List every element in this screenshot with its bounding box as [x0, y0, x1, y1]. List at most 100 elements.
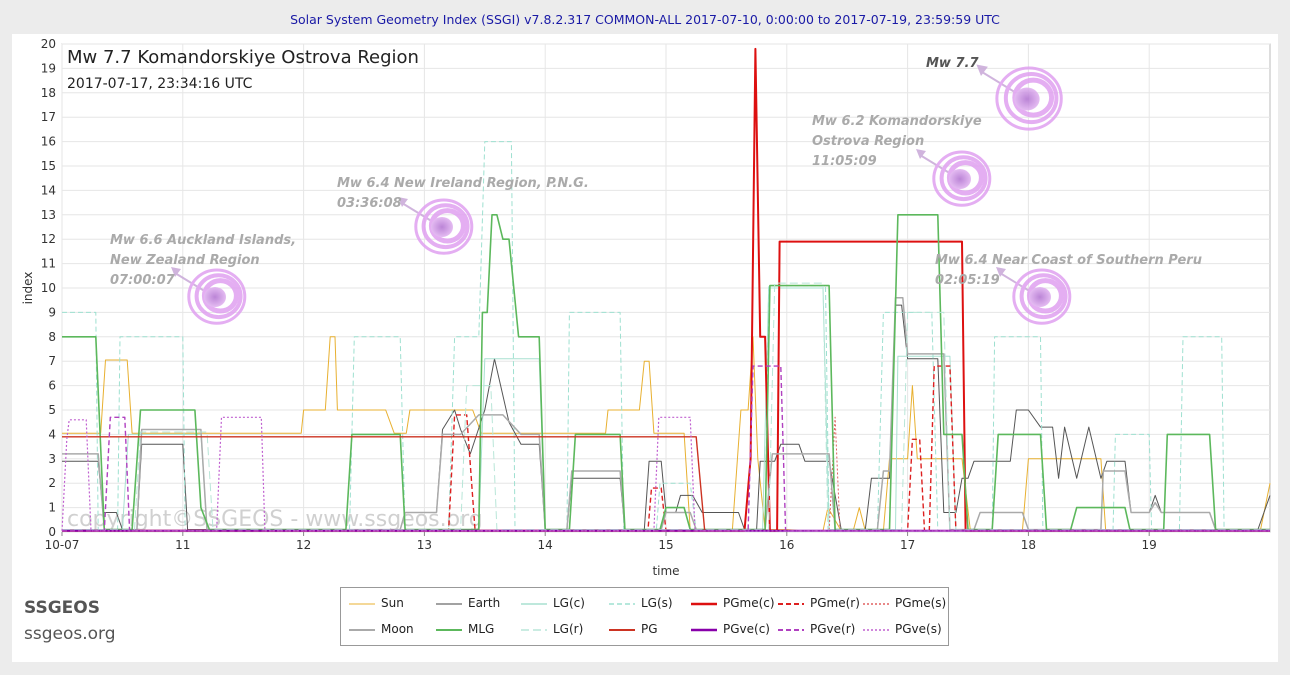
- legend-swatch: [521, 602, 547, 605]
- event-ripple-icon: [996, 267, 1072, 325]
- brand-name: SSGEOS: [24, 598, 100, 618]
- legend-item-pgme-s-: PGme(s): [863, 596, 946, 610]
- event-ripple-icon: [916, 149, 992, 207]
- legend-label: Earth: [468, 596, 501, 610]
- legend-label: PG: [641, 622, 658, 636]
- legend-label: PGme(c): [723, 596, 775, 610]
- legend-swatch: [691, 628, 717, 631]
- y-tick-label: 10: [41, 281, 56, 295]
- legend-swatch: [863, 628, 889, 631]
- y-tick-label: 3: [48, 452, 56, 466]
- event-annotation: Mw 6.6 Auckland Islands,: [110, 233, 296, 248]
- legend-label: PGve(r): [810, 622, 856, 636]
- event-annotation: Mw 6.4 New Ireland Region, P.N.G.: [337, 176, 589, 191]
- legend-swatch: [609, 628, 635, 631]
- legend-label: PGme(s): [895, 596, 947, 610]
- legend-label: LG(c): [553, 596, 585, 610]
- event-annotation: 03:36:08: [337, 196, 402, 211]
- legend-swatch: [609, 602, 635, 605]
- y-tick-label: 2: [48, 476, 56, 490]
- event-annotation: New Zealand Region: [110, 253, 260, 268]
- x-tick-label: 19: [1142, 538, 1157, 552]
- series-line-sun: [62, 336, 1271, 532]
- legend-item-mlg: MLG: [436, 622, 494, 636]
- y-tick-label: 18: [41, 86, 56, 100]
- x-axis-label: time: [652, 564, 679, 578]
- event-ripple-icon: [398, 197, 474, 255]
- x-tick-label: 14: [538, 538, 553, 552]
- series-line-lg-r-: [62, 282, 1270, 531]
- x-tick-label: 10-07: [45, 538, 80, 552]
- legend-item-pgme-r-: PGme(r): [778, 596, 860, 610]
- x-tick-label: 17: [900, 538, 915, 552]
- event-annotation: 02:05:19: [935, 273, 1000, 288]
- x-tick-label: 12: [296, 538, 311, 552]
- event-annotation: Mw 6.2 Komandorskiye: [812, 114, 982, 129]
- brand-block: SSGEOS ssgeos.org: [24, 598, 116, 644]
- y-tick-label: 5: [48, 403, 56, 417]
- legend-label: Sun: [381, 596, 404, 610]
- legend-swatch: [778, 602, 804, 605]
- y-tick-label: 14: [41, 183, 56, 197]
- chart-subtitle: 2017-07-17, 23:34:16 UTC: [67, 76, 253, 92]
- legend-item-pg: PG: [609, 622, 658, 636]
- legend-swatch: [436, 628, 462, 631]
- y-tick-label: 6: [48, 379, 56, 393]
- chart-panel: 0 1 2 3 4 5 6 7 8 9 10 11 12 13 14 15 16 17 18 19 20 10-07 11 1…: [12, 34, 1278, 662]
- event-annotation: 07:00:07: [110, 273, 176, 288]
- legend-swatch: [521, 628, 547, 631]
- y-tick-label: 19: [41, 61, 56, 75]
- y-tick-label: 1: [48, 501, 56, 515]
- legend-label: PGve(s): [895, 622, 942, 636]
- y-tick-label: 15: [41, 159, 56, 173]
- chart-title: Mw 7.7 Komandorskiye Ostrova Region: [67, 47, 419, 68]
- legend-swatch: [349, 628, 375, 631]
- y-tick-label: 9: [48, 305, 56, 319]
- y-tick-label: 17: [41, 110, 56, 124]
- event-annotation: Ostrova Region: [812, 134, 924, 149]
- y-tick-label: 16: [41, 135, 56, 149]
- y-tick-label: 12: [41, 232, 56, 246]
- legend-swatch: [691, 602, 717, 605]
- legend-item-moon: Moon: [349, 622, 414, 636]
- x-tick-label: 15: [658, 538, 673, 552]
- brand-url[interactable]: ssgeos.org: [24, 624, 116, 644]
- legend-swatch: [863, 602, 889, 605]
- legend-item-earth: Earth: [436, 596, 500, 610]
- legend-item-lg-c-: LG(c): [521, 596, 585, 610]
- legend-item-pgme-c-: PGme(c): [691, 596, 775, 610]
- x-tick-label: 18: [1021, 538, 1036, 552]
- x-tick-label: 13: [417, 538, 432, 552]
- x-tick-label: 11: [175, 538, 190, 552]
- series-line-lg-s-: [62, 141, 1270, 532]
- y-tick-label: 20: [41, 37, 56, 51]
- series-line-pgve-s-: [61, 416, 1270, 532]
- legend-label: PGme(r): [810, 596, 860, 610]
- event-ripple-icon: [976, 64, 1063, 131]
- legend-item-lg-r-: LG(r): [521, 622, 583, 636]
- y-tick-label: 7: [48, 354, 56, 368]
- legend-label: LG(r): [553, 622, 584, 636]
- legend-item-pgve-r-: PGve(r): [778, 622, 855, 636]
- legend-label: MLG: [468, 622, 495, 636]
- legend-label: Moon: [381, 622, 414, 636]
- legend-swatch: [778, 628, 804, 631]
- event-ripple-icon: [171, 267, 247, 325]
- legend-swatch: [349, 603, 375, 604]
- y-tick-label: 8: [48, 330, 56, 344]
- legend-item-lg-s-: LG(s): [609, 596, 673, 610]
- event-annotation: Mw 7.7: [926, 56, 979, 71]
- event-annotation: Mw 6.4 Near Coast of Southern Peru: [935, 253, 1202, 268]
- legend-item-pgve-s-: PGve(s): [863, 622, 942, 636]
- legend-swatch: [436, 603, 462, 604]
- chart-legend: Sun Earth LG(c) LG(s) PGme(c) PGme(r) PGme(s) M…: [340, 587, 949, 646]
- y-tick-label: 11: [41, 257, 56, 271]
- y-tick-label: 4: [48, 427, 56, 441]
- y-tick-label: 0: [48, 525, 56, 539]
- event-annotation: 11:05:09: [812, 154, 877, 169]
- legend-item-pgve-c-: PGve(c): [691, 622, 770, 636]
- x-tick-label: 16: [779, 538, 794, 552]
- legend-item-sun: Sun: [349, 596, 404, 610]
- y-tick-label: 13: [41, 208, 56, 222]
